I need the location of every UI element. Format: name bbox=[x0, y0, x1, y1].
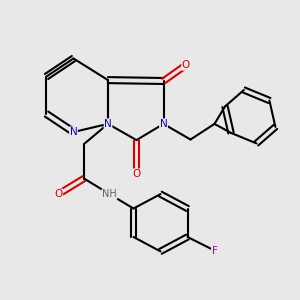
Text: O: O bbox=[54, 189, 63, 199]
Text: NH: NH bbox=[102, 189, 117, 199]
Text: N: N bbox=[104, 119, 112, 129]
Text: N: N bbox=[70, 127, 77, 137]
Text: O: O bbox=[132, 169, 141, 179]
Text: N: N bbox=[160, 119, 167, 129]
Text: F: F bbox=[212, 245, 218, 256]
Text: O: O bbox=[182, 60, 190, 70]
